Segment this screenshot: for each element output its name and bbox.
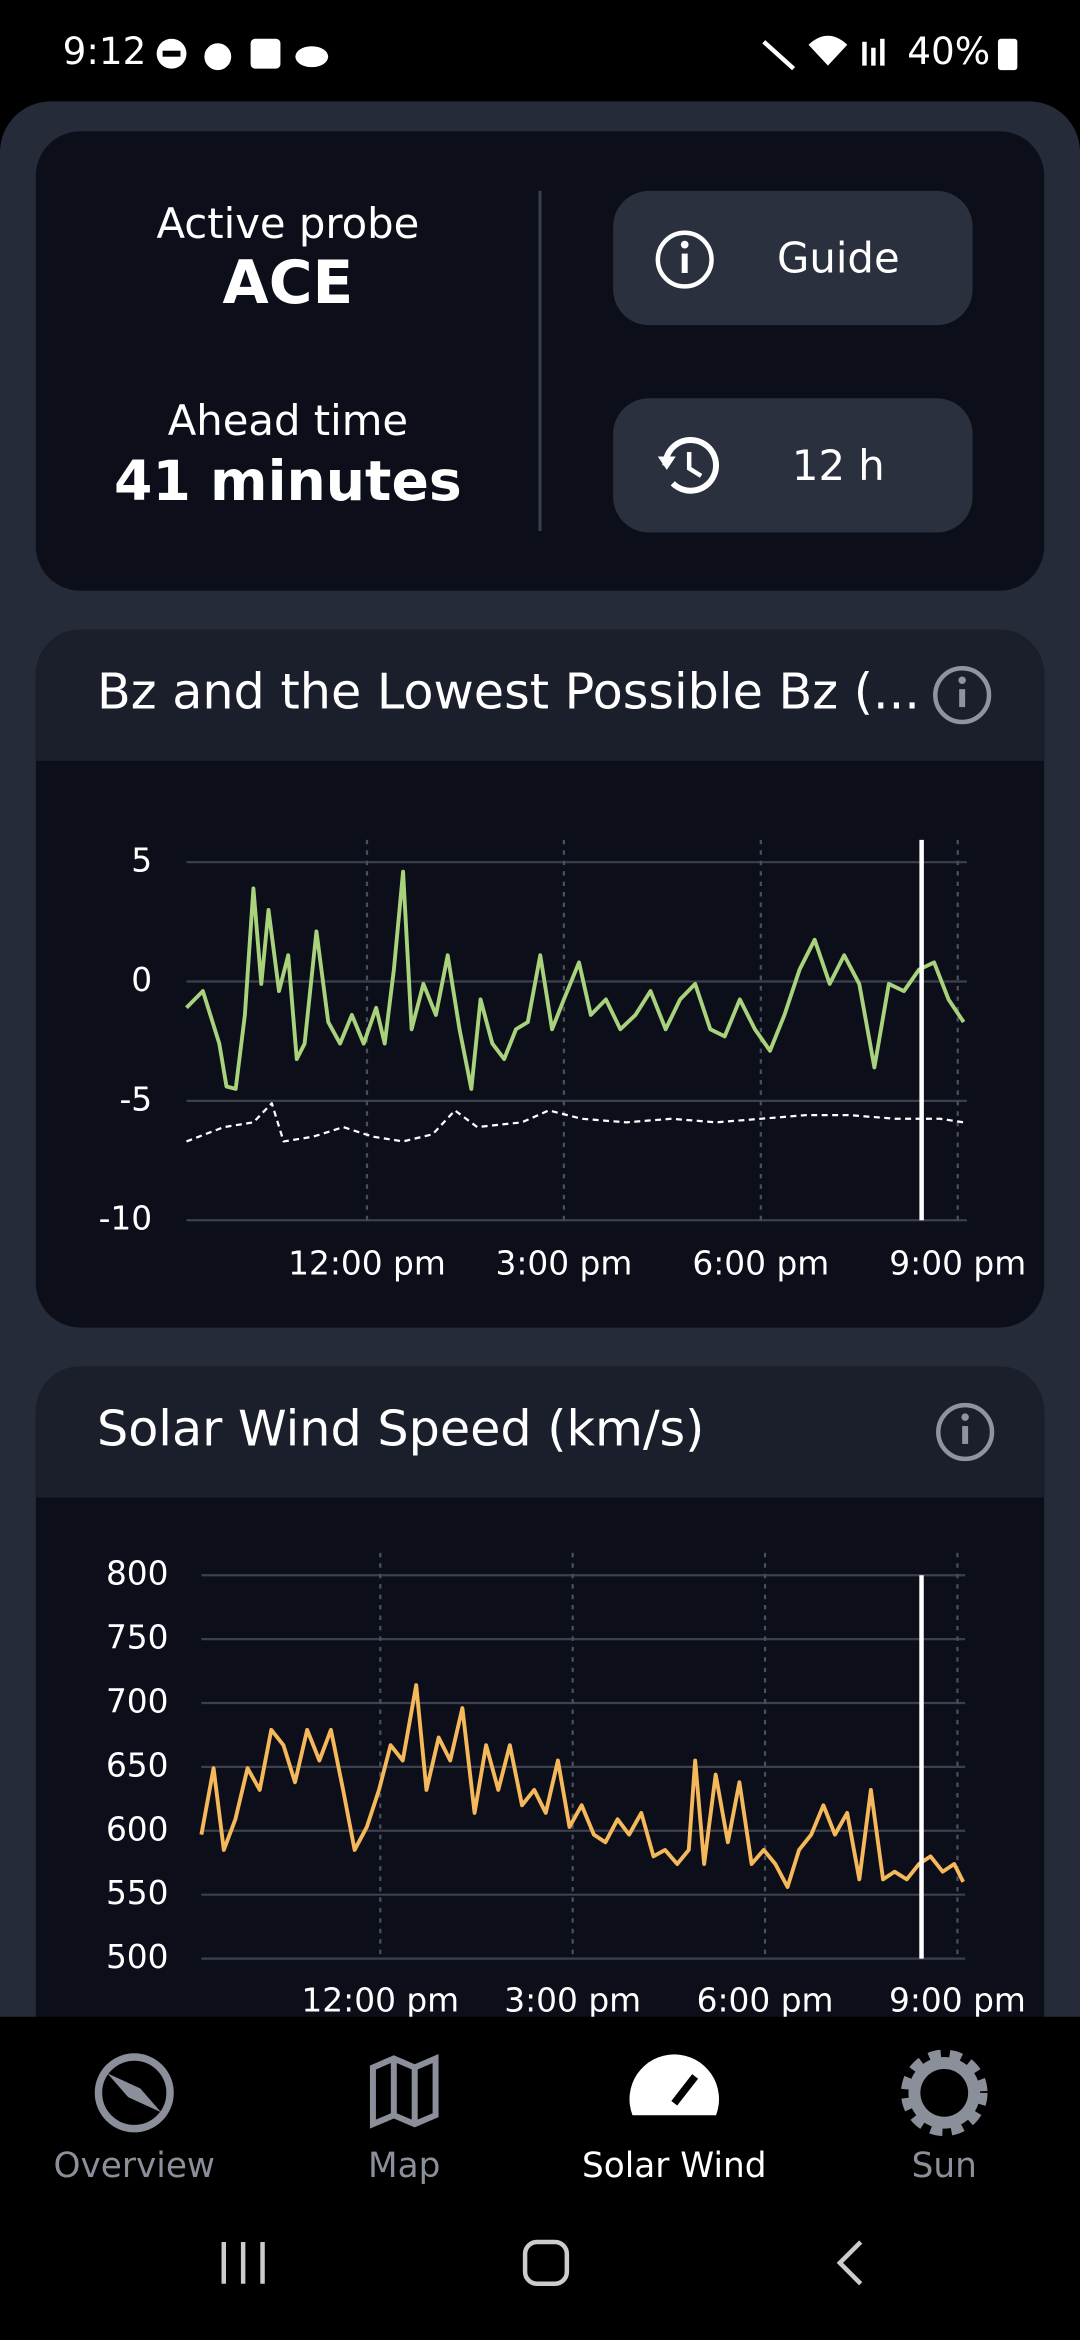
y-tick-label: -5	[119, 1080, 152, 1118]
probe-value: ACE	[223, 249, 354, 318]
y-tick-label: 750	[106, 1619, 169, 1657]
nav-label[interactable]: Overview	[54, 2146, 215, 2186]
info-icon-dot	[958, 676, 966, 684]
info-icon-bar	[959, 689, 966, 708]
x-tick-label: 3:00 pm	[495, 1244, 632, 1282]
nav-label[interactable]: Sun	[912, 2146, 977, 2186]
probe-label: Active probe	[156, 199, 419, 248]
x-tick-label: 6:00 pm	[692, 1244, 829, 1282]
x-tick-label: 12:00 pm	[288, 1244, 446, 1282]
chart-header	[35, 629, 1045, 761]
y-tick-label: 650	[106, 1746, 169, 1784]
nav-label[interactable]: Solar Wind	[582, 2146, 767, 2186]
overview-icon-needle	[107, 2073, 162, 2113]
chart-title: Solar Wind Speed (km/s)	[97, 1400, 704, 1458]
nav-label[interactable]: Map	[368, 2146, 440, 2186]
y-tick-label: 500	[106, 1938, 169, 1976]
info-button[interactable]	[936, 1402, 995, 1462]
chart-card	[35, 629, 1045, 1328]
data-line	[186, 1102, 964, 1143]
range-button-bg[interactable]	[613, 398, 973, 533]
sun-icon[interactable]	[908, 2057, 981, 2129]
gauge-needle	[671, 2074, 699, 2106]
guide-label[interactable]: Guide	[777, 234, 900, 283]
back-button[interactable]	[836, 2240, 863, 2286]
x-tick-label: 9:00 pm	[889, 1981, 1026, 2019]
info-icon[interactable]	[933, 666, 992, 725]
chart-card	[35, 1366, 1045, 2068]
nav-map[interactable]: Map	[368, 2053, 440, 2186]
history-hands	[686, 451, 703, 478]
range-button[interactable]: 12 h	[613, 398, 973, 533]
info-icon-bar	[681, 253, 688, 273]
info-icon	[655, 230, 714, 289]
data-line	[199, 1683, 965, 1889]
x-tick-label: 3:00 pm	[504, 1981, 641, 2019]
nav-solar-wind[interactable]: Solar Wind	[582, 2054, 767, 2186]
bz-chart: -10 -5 0 5 12:00 pm 3:00 pm 6:00 pm 9:00 pm	[99, 839, 1026, 1282]
info-icon-dot	[680, 240, 689, 249]
chart-header	[35, 1366, 1045, 1498]
info-button[interactable]	[933, 666, 992, 725]
x-tick-label: 9:00 pm	[889, 1244, 1026, 1282]
y-tick-label: 800	[106, 1555, 169, 1593]
map-icon[interactable]	[369, 2053, 439, 2129]
chart-title: Bz and the Lowest Possible Bz (...	[97, 663, 920, 721]
sun-rays	[900, 2049, 988, 2137]
guide-button[interactable]: Guide	[613, 190, 973, 326]
gauge-icon[interactable]	[629, 2054, 720, 2116]
info-icon[interactable]	[936, 1402, 995, 1462]
nav-overview[interactable]: Overview	[54, 2053, 215, 2186]
status-right-icons	[762, 35, 1018, 71]
y-tick-label: -10	[99, 1200, 153, 1238]
history-icon	[662, 437, 719, 494]
recents-button[interactable]	[221, 2241, 265, 2284]
history-arrow	[657, 456, 676, 470]
x-tick-label: 6:00 pm	[697, 1981, 834, 2019]
ahead-label: Ahead time	[168, 396, 408, 445]
battery-label: 40%	[907, 29, 990, 73]
speed-chart: 500 550 600 650 700 750 800 12:00 pm 3:00 pm 6:00…	[106, 1552, 1026, 2019]
x-tick-label: 12:00 pm	[301, 1981, 459, 2019]
y-tick-label: 700	[106, 1683, 169, 1721]
info-icon-dot	[961, 1413, 969, 1421]
ahead-value: 41 minutes	[114, 450, 462, 514]
home-button[interactable]	[522, 2239, 570, 2287]
range-label[interactable]: 12 h	[792, 441, 885, 490]
y-tick-label: 550	[106, 1874, 169, 1912]
status-icons	[156, 38, 329, 71]
overview-icon[interactable]	[94, 2053, 174, 2133]
bottom-nav	[0, 2016, 1080, 2340]
system-nav	[221, 2239, 863, 2287]
guide-button-bg[interactable]	[613, 190, 973, 326]
info-icon-bar	[962, 1426, 969, 1444]
data-line	[185, 869, 966, 1091]
y-tick-label: 5	[131, 842, 152, 880]
status-time: 9:12	[63, 29, 147, 73]
y-tick-label: 0	[131, 961, 152, 999]
y-tick-label: 600	[106, 1810, 169, 1848]
nav-sun[interactable]: Sun	[900, 2049, 988, 2186]
